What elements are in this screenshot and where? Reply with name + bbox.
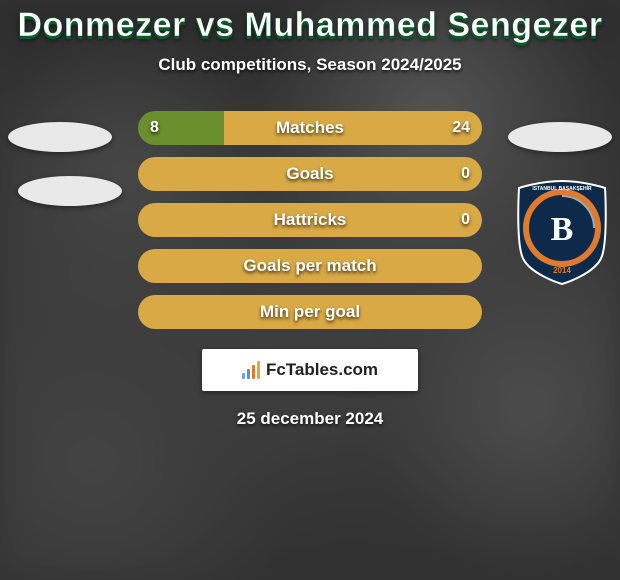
badge-year: 2014 [553, 266, 571, 275]
stat-value-right: 0 [461, 165, 470, 183]
stat-label: Hattricks [274, 210, 347, 230]
footer-brand-text: FcTables.com [266, 360, 378, 380]
club-badge-svg: ISTANBUL BAŞAKŞEHİR B 2014 [512, 178, 612, 286]
stat-label: Min per goal [260, 302, 360, 322]
stat-label: Matches [276, 118, 344, 138]
page-title: Donmezer vs Muhammed Sengezer [0, 6, 620, 45]
stat-row-hattricks: Hattricks 0 [138, 203, 482, 237]
footer-date: 25 december 2024 [0, 409, 620, 429]
brand-icon-bar [247, 369, 250, 379]
stat-row-gpm: Goals per match [138, 249, 482, 283]
badge-letter: B [551, 211, 574, 248]
stat-row-mpg: Min per goal [138, 295, 482, 329]
club-badge: ISTANBUL BAŞAKŞEHİR B 2014 [512, 178, 612, 286]
side-oval-right-2 [508, 122, 612, 152]
barchart-icon [242, 361, 260, 379]
stat-row-matches: Matches 8 24 [138, 111, 482, 145]
side-oval-left-0 [8, 122, 112, 152]
stat-value-left: 8 [150, 119, 159, 137]
stat-row-goals: Goals 0 [138, 157, 482, 191]
brand-icon-bar [252, 365, 255, 379]
bar-fill-right [224, 111, 482, 145]
stat-label: Goals per match [243, 256, 376, 276]
stat-value-right: 0 [461, 211, 470, 229]
page-subtitle: Club competitions, Season 2024/2025 [0, 55, 620, 75]
side-oval-left-1 [18, 176, 122, 206]
brand-icon-bar [242, 373, 245, 379]
brand-icon-bar [257, 361, 260, 379]
stat-value-right: 24 [452, 119, 470, 137]
stat-label: Goals [286, 164, 333, 184]
badge-text-top: ISTANBUL BAŞAKŞEHİR [532, 185, 592, 192]
footer-brand-card: FcTables.com [202, 349, 418, 391]
